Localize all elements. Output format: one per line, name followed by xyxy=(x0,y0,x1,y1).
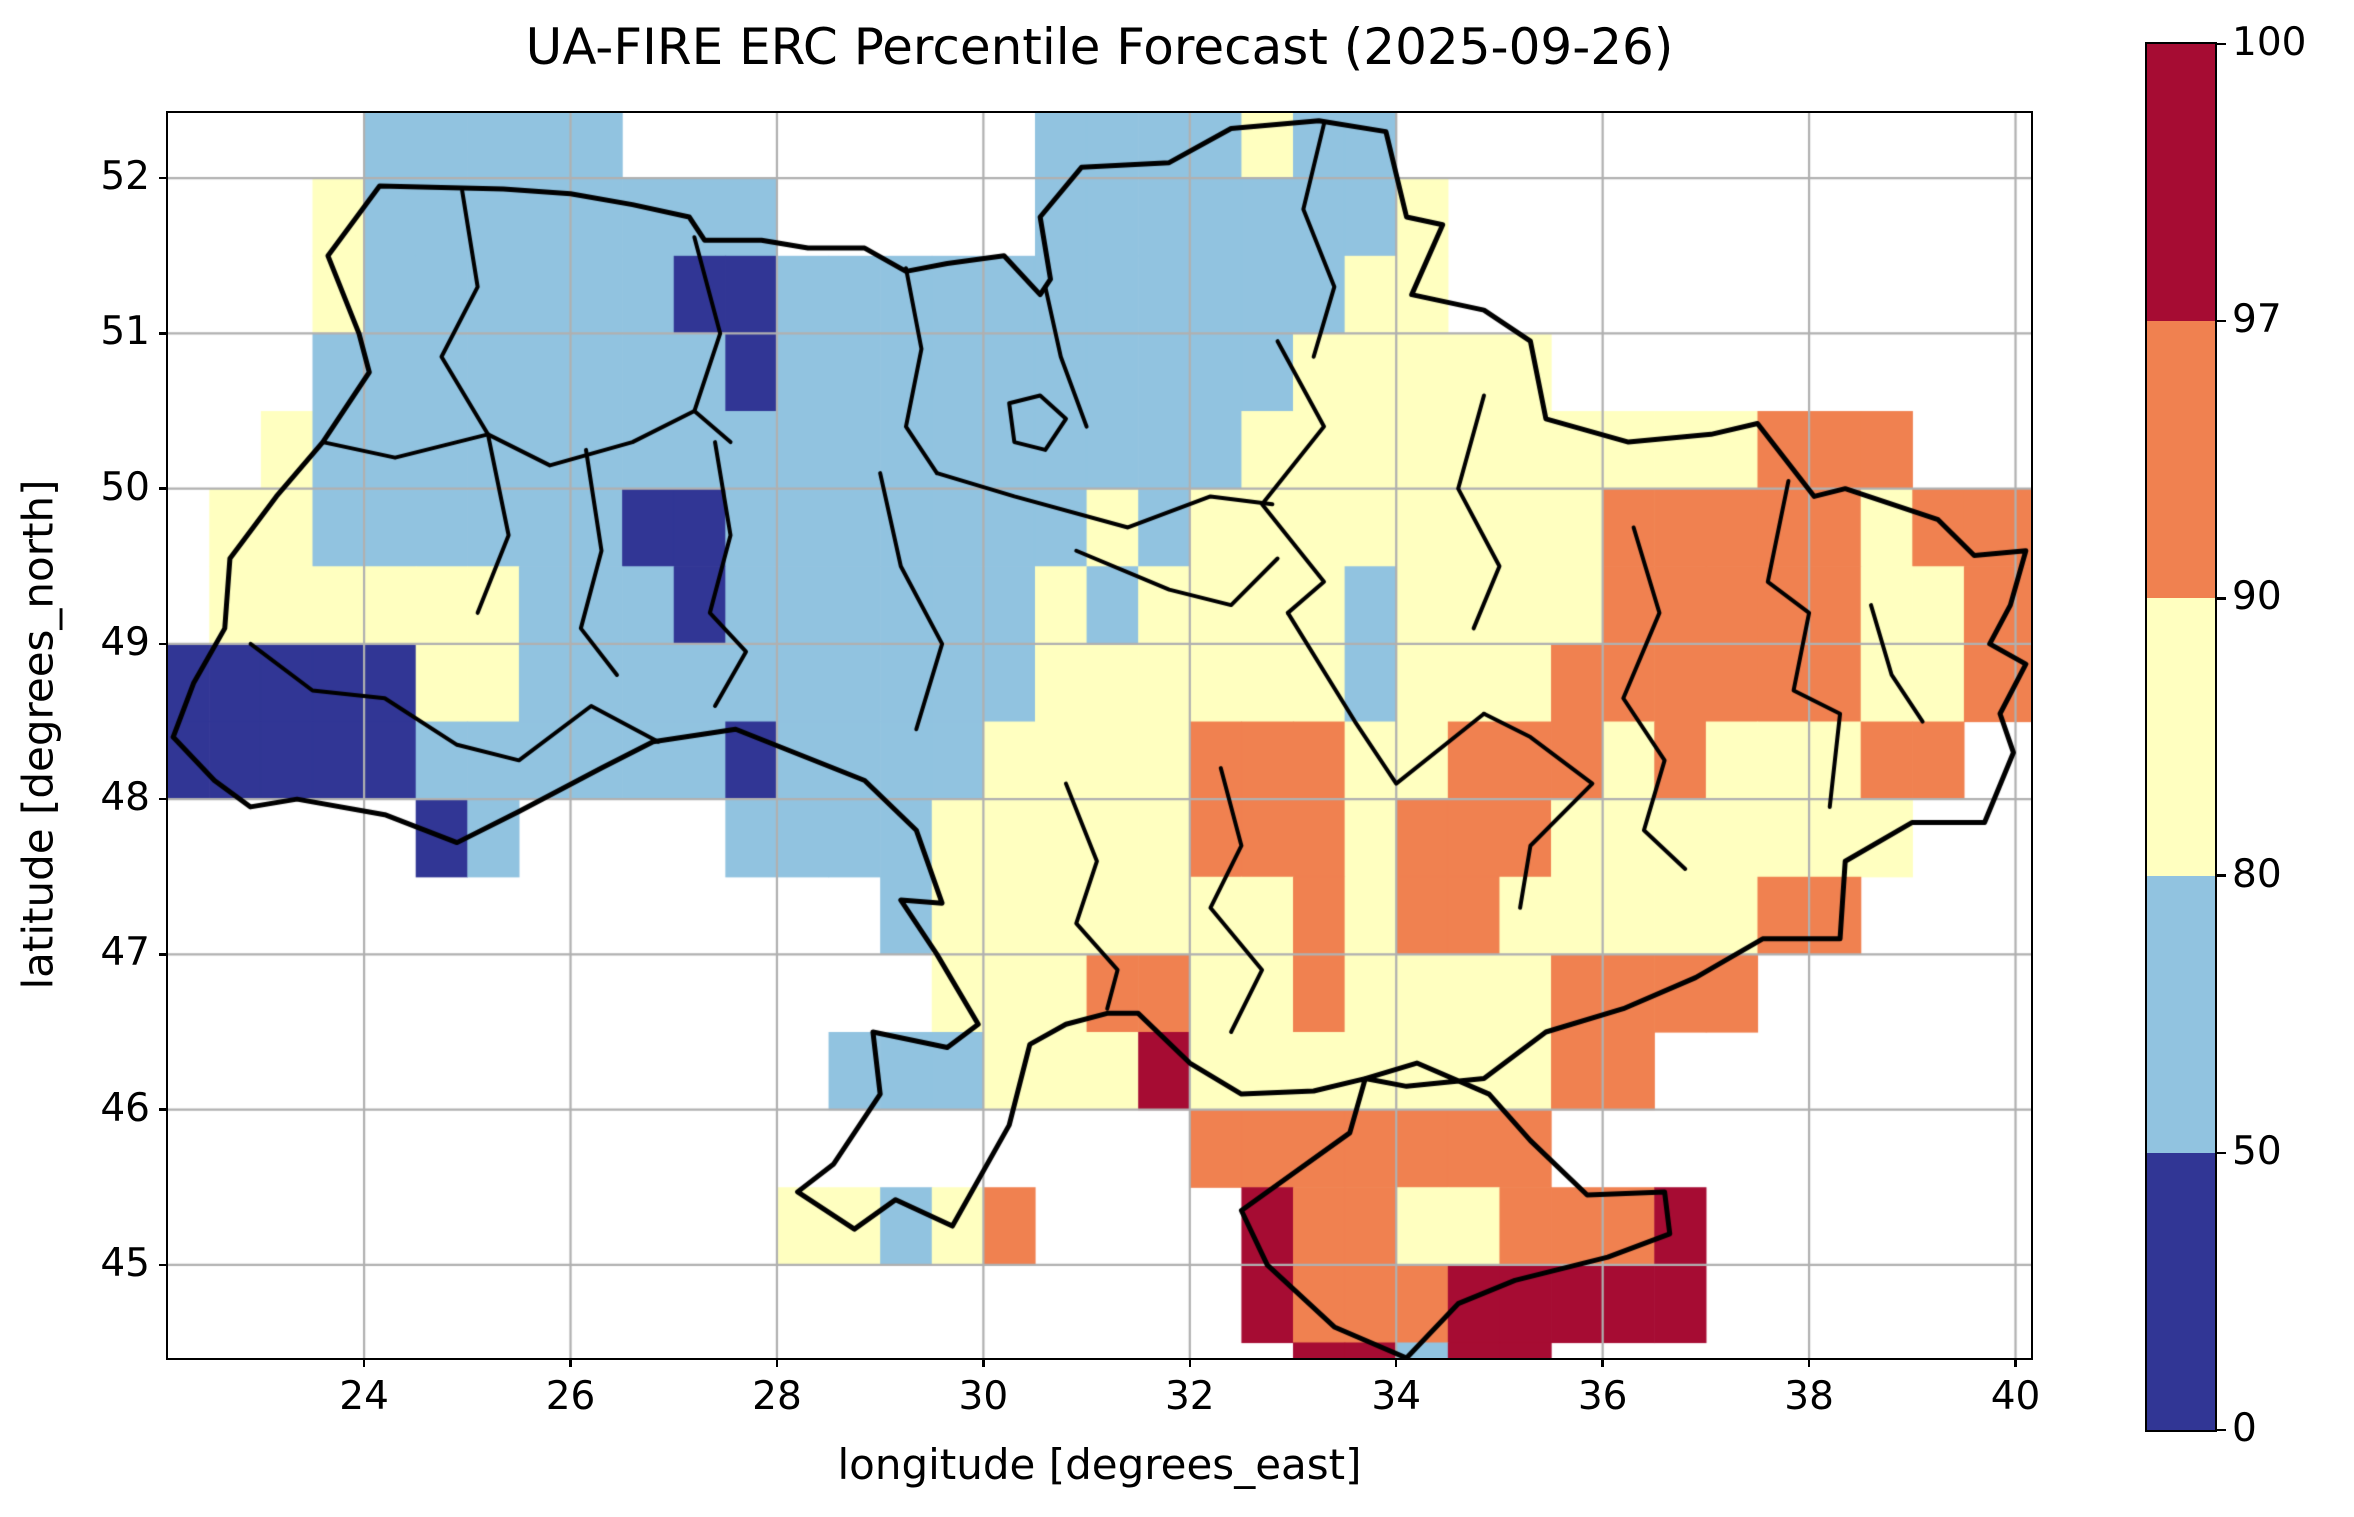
x-tick-mark xyxy=(1188,1358,1191,1367)
colorbar-tick-mark xyxy=(2217,320,2226,323)
x-tick-mark xyxy=(362,1358,366,1367)
x-tick-mark xyxy=(1807,1358,1811,1367)
x-axis-label: longitude [degrees_east] xyxy=(837,1440,1362,1489)
y-tick-mark xyxy=(159,1263,168,1267)
colorbar-tick-label: 0 xyxy=(2232,1406,2257,1451)
x-tick-label: 40 xyxy=(1990,1374,2041,1419)
y-tick-label: 45 xyxy=(100,1240,150,1286)
y-tick-mark xyxy=(159,176,168,180)
x-tick-mark xyxy=(569,1358,572,1367)
x-tick-label: 26 xyxy=(545,1374,596,1419)
chart-title: UA-FIRE ERC Percentile Forecast (2025-09… xyxy=(525,18,1674,76)
y-tick-label: 47 xyxy=(100,930,150,976)
colorbar-tick-mark xyxy=(2217,42,2226,46)
y-tick-label: 46 xyxy=(100,1085,150,1131)
y-tick-label: 52 xyxy=(100,154,150,200)
x-tick-label: 38 xyxy=(1784,1374,1834,1419)
x-tick-label: 34 xyxy=(1371,1374,1422,1419)
x-tick-mark xyxy=(1601,1358,1604,1367)
colorbar-tick-mark xyxy=(2217,597,2226,600)
colorbar-tick-label: 50 xyxy=(2232,1128,2282,1174)
x-tick-mark xyxy=(982,1358,985,1367)
x-tick-label: 24 xyxy=(339,1374,389,1419)
colorbar-tick-label: 100 xyxy=(2232,20,2307,65)
x-tick-label: 30 xyxy=(958,1374,1009,1419)
colorbar-tick-mark xyxy=(2217,1151,2226,1154)
colorbar-segment-90-97 xyxy=(2147,320,2215,599)
y-tick-label: 50 xyxy=(100,464,150,510)
colorbar-tick-mark xyxy=(2217,874,2226,877)
colorbar-tick-label: 80 xyxy=(2232,851,2282,897)
map-plot-area xyxy=(166,111,2033,1360)
x-tick-label: 32 xyxy=(1164,1374,1215,1419)
colorbar-segment-50-80 xyxy=(2147,875,2215,1153)
y-tick-mark xyxy=(159,797,168,801)
colorbar-tick-mark xyxy=(2217,1428,2226,1432)
y-tick-mark xyxy=(159,487,168,490)
x-tick-label: 28 xyxy=(752,1374,802,1419)
colorbar-segment-0-50 xyxy=(2147,1152,2215,1430)
x-tick-mark xyxy=(775,1358,779,1367)
colorbar-tick-label: 90 xyxy=(2232,574,2282,620)
colorbar xyxy=(2145,42,2217,1432)
colorbar-segment-80-90 xyxy=(2147,597,2215,876)
x-tick-mark xyxy=(2014,1358,2017,1367)
y-tick-mark xyxy=(159,1108,168,1111)
y-tick-mark xyxy=(159,642,168,646)
colorbar-tick-label: 97 xyxy=(2232,297,2282,343)
y-tick-label: 48 xyxy=(100,775,150,821)
x-tick-label: 36 xyxy=(1577,1374,1628,1419)
y-tick-mark xyxy=(159,332,168,335)
colorbar-segment-97-100 xyxy=(2147,43,2215,322)
y-tick-label: 49 xyxy=(100,619,150,665)
ukraine-erc-heatmap-canvas xyxy=(168,113,2031,1358)
x-tick-mark xyxy=(1395,1358,1398,1367)
y-tick-mark xyxy=(159,953,168,956)
y-tick-label: 51 xyxy=(100,309,150,355)
